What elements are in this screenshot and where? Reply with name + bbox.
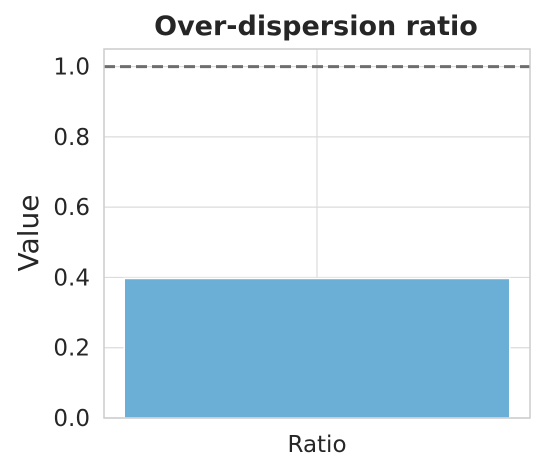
y-tick-label: 1.0 xyxy=(53,55,90,81)
tick-labels: 0.0 0.2 0.4 0.6 0.8 1.0 Ratio xyxy=(53,55,346,458)
y-tick-label: 0.4 xyxy=(53,265,90,291)
chart-title: Over-dispersion ratio xyxy=(154,11,478,42)
plot-frame xyxy=(103,48,531,419)
bar-ratio xyxy=(123,277,511,419)
axes-frame xyxy=(103,48,531,419)
y-axis-label: Value xyxy=(12,195,45,272)
x-tick-label: Ratio xyxy=(287,432,346,458)
y-tick-label: 0.6 xyxy=(53,195,90,221)
bar-layer xyxy=(123,277,511,419)
y-tick-label: 0.2 xyxy=(53,336,90,362)
y-tick-label: 0.0 xyxy=(53,406,90,432)
y-tick-label: 0.8 xyxy=(53,125,90,151)
